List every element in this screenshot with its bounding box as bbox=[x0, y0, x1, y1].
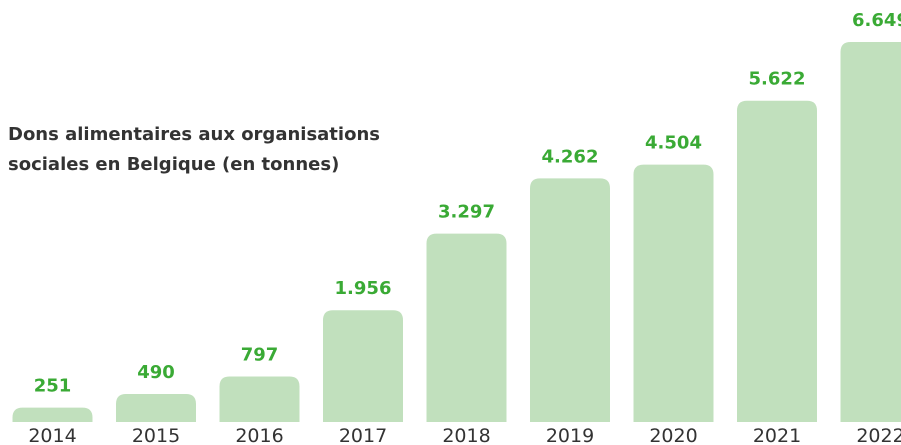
value-label: 251 bbox=[34, 376, 72, 397]
x-tick-label: 2022 bbox=[856, 425, 901, 445]
x-tick-label: 2015 bbox=[132, 425, 180, 445]
x-tick-label: 2017 bbox=[339, 425, 387, 445]
bar bbox=[116, 393, 196, 422]
bar bbox=[633, 164, 714, 423]
bar bbox=[219, 376, 300, 422]
bar bbox=[530, 178, 610, 422]
bar bbox=[737, 100, 817, 422]
value-label: 6.649 bbox=[852, 10, 901, 31]
x-tick-label: 2016 bbox=[235, 425, 283, 445]
bar bbox=[323, 310, 403, 422]
value-label: 1.956 bbox=[335, 278, 392, 299]
value-label: 3.297 bbox=[438, 202, 495, 223]
value-label: 5.622 bbox=[749, 69, 806, 90]
x-tick-label: 2021 bbox=[753, 425, 801, 445]
bar bbox=[12, 407, 93, 422]
value-label: 490 bbox=[137, 362, 175, 383]
x-tick-label: 2020 bbox=[649, 425, 697, 445]
chart-title: Dons alimentaires aux organisations soci… bbox=[8, 124, 380, 175]
value-label: 797 bbox=[241, 344, 279, 365]
x-tick-label: 2019 bbox=[546, 425, 594, 445]
x-tick-label: 2018 bbox=[442, 425, 490, 445]
bar bbox=[426, 233, 507, 422]
value-label: 4.504 bbox=[645, 133, 702, 154]
x-tick-label: 2014 bbox=[28, 425, 76, 445]
value-label: 4.262 bbox=[542, 146, 599, 167]
bar bbox=[840, 42, 901, 422]
